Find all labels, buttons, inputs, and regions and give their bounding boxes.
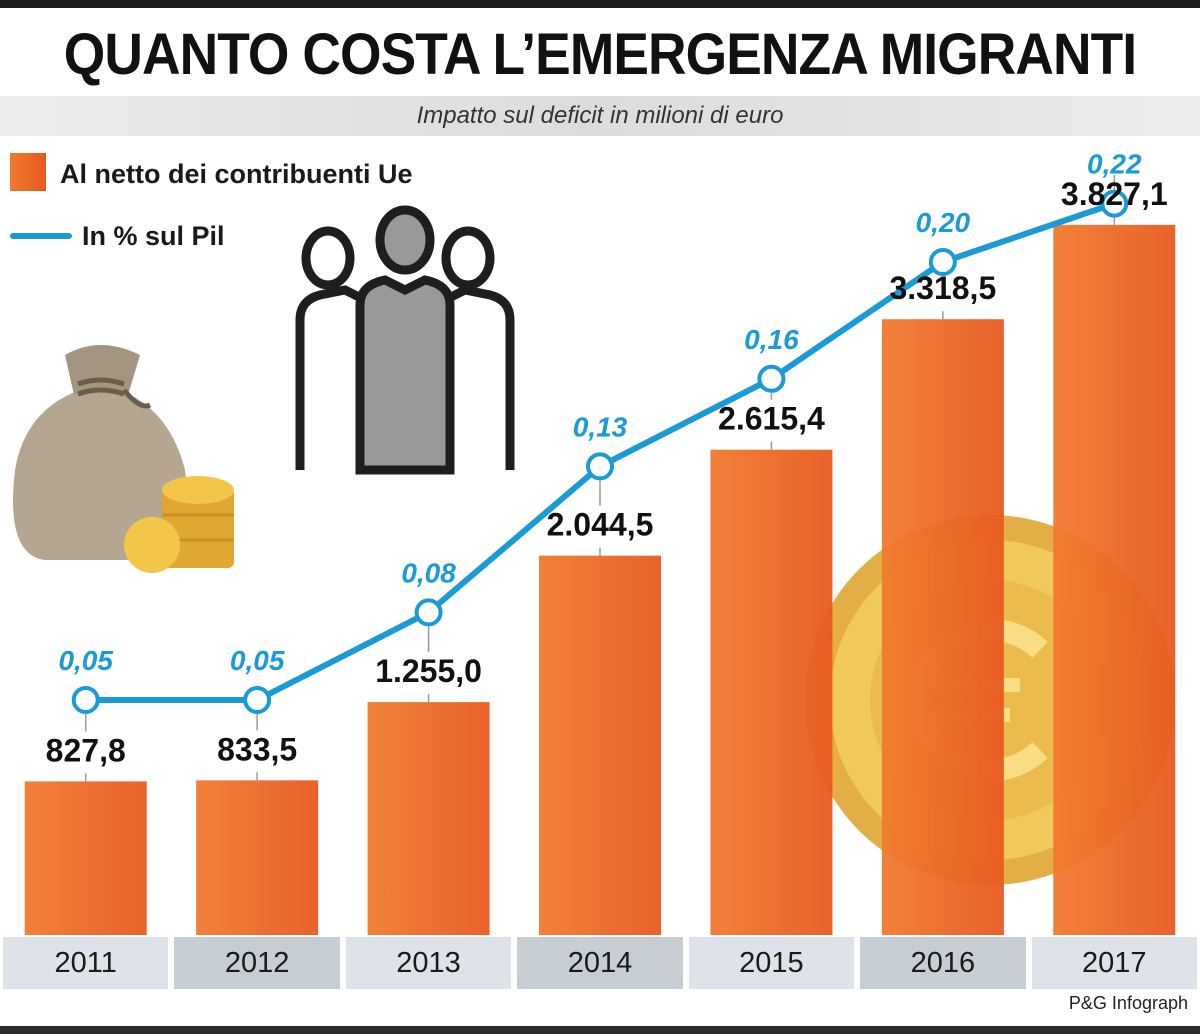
- bar-value-label-2014: 2.044,5: [547, 507, 654, 543]
- bar-value-label-2017: 3.827,1: [1061, 176, 1168, 212]
- line-value-label-2016: 0,20: [916, 207, 971, 238]
- bar-2012: [196, 780, 319, 935]
- bar-2017: [1053, 224, 1176, 935]
- legend-bar-swatch: [10, 153, 46, 191]
- bars-layer: [24, 224, 1176, 935]
- money-bag-icon: [13, 345, 187, 560]
- legend-line-label: In % sul Pil: [82, 221, 225, 251]
- year-tick-2013: 2013: [342, 937, 515, 989]
- bar-value-label-2011: 827,8: [46, 732, 126, 768]
- line-point-2013: [414, 598, 443, 627]
- bar-value-label-2015: 2.615,4: [718, 401, 825, 437]
- line-point-2016: [928, 248, 957, 276]
- line-value-label-2014: 0,13: [573, 411, 628, 442]
- bar-2016: [881, 319, 1004, 935]
- chart-subtitle: Impatto sul deficit in milioni di euro: [416, 102, 784, 129]
- bar-value-label-2012: 833,5: [217, 731, 297, 767]
- bar-value-label-2013: 1.255,0: [375, 653, 482, 689]
- line-layer: [71, 189, 1129, 714]
- legend-bar-label: Al netto dei contribuenti Ue: [60, 159, 413, 189]
- top-rule: [0, 0, 1200, 8]
- page-title: QUANTO COSTA L’EMERGENZA MIGRANTI: [63, 22, 1137, 87]
- line-value-label-2013: 0,08: [401, 557, 456, 588]
- line-point-2012: [243, 686, 272, 714]
- line-point-2014: [586, 452, 614, 481]
- subtitle-band: [0, 96, 1200, 136]
- bar-value-label-2016: 3.318,5: [889, 270, 996, 306]
- bar-2014: [539, 555, 661, 935]
- year-band: 2011 2012 2013 2014 2015 2016 2017: [0, 937, 1200, 989]
- year-tick-2017: 2017: [1028, 937, 1200, 989]
- line-value-label-2011: 0,05: [58, 645, 113, 676]
- bar-2015: [710, 449, 833, 935]
- year-tick-2012: 2012: [171, 937, 343, 989]
- legend-line-swatch: [10, 233, 72, 239]
- bar-2013: [367, 702, 490, 935]
- credit: P&G Infograph: [1068, 993, 1188, 1013]
- coins-icon: [124, 476, 234, 573]
- line-point-2017: [1100, 189, 1129, 218]
- line-point-2011: [71, 686, 100, 714]
- year-tick-2011: 2011: [0, 937, 172, 989]
- year-tick-2015: 2015: [685, 937, 858, 989]
- bar-2011: [24, 781, 147, 935]
- line-point-2015: [757, 364, 786, 393]
- year-tick-2014: 2014: [514, 937, 686, 989]
- line-value-label-2015: 0,16: [744, 324, 799, 355]
- bottom-rule: [0, 1026, 1200, 1034]
- people-group-icon: [295, 205, 515, 475]
- year-tick-2016: 2016: [857, 937, 1029, 989]
- line-value-label-2012: 0,05: [230, 645, 285, 676]
- labels-layer: 827,8 0,05 833,5 0,05 1.255,0 0,08 2.044,5 0,13…: [46, 149, 1168, 769]
- line-value-label-2017: 0,22: [1087, 149, 1142, 180]
